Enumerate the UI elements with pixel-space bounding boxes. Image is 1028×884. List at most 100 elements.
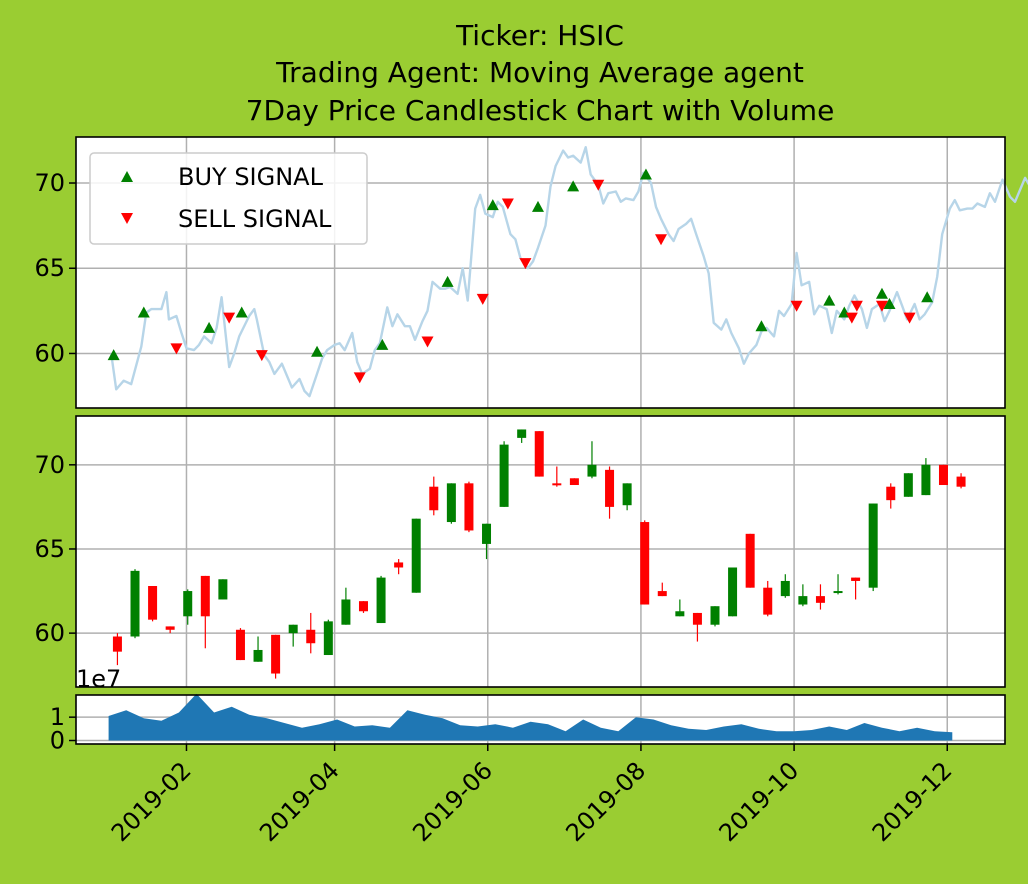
candle-body bbox=[499, 444, 509, 507]
candle bbox=[429, 476, 439, 516]
candle-body bbox=[376, 577, 386, 624]
candle-body bbox=[165, 626, 175, 630]
price-y-tick-label: 60 bbox=[34, 339, 65, 367]
candle-body bbox=[183, 591, 193, 617]
candle bbox=[218, 579, 228, 600]
candle-body bbox=[868, 503, 878, 588]
candle bbox=[323, 619, 333, 656]
candle-body bbox=[517, 429, 527, 438]
candle-body bbox=[253, 649, 263, 662]
candle-body bbox=[358, 601, 368, 612]
candle-body bbox=[956, 476, 966, 487]
candle bbox=[692, 612, 702, 642]
candle-y-tick-label: 65 bbox=[34, 535, 65, 563]
sell-signal-marker bbox=[655, 234, 668, 246]
candle-body bbox=[938, 464, 948, 486]
candle bbox=[446, 483, 456, 524]
candle bbox=[657, 582, 667, 597]
sell-signal-marker bbox=[850, 300, 863, 312]
candles bbox=[112, 429, 966, 679]
candle-body bbox=[218, 579, 228, 600]
candle bbox=[148, 586, 158, 622]
candle bbox=[517, 429, 527, 443]
sell-signal-marker bbox=[353, 372, 366, 384]
candle-body bbox=[728, 567, 738, 617]
sell-signal-marker bbox=[421, 336, 434, 348]
candle-body bbox=[605, 469, 615, 507]
sell-signal-marker bbox=[903, 312, 916, 324]
candle bbox=[868, 503, 878, 592]
buy-signal-marker bbox=[921, 291, 934, 303]
buy-signal-marker bbox=[137, 306, 150, 318]
candle-body bbox=[112, 636, 122, 652]
candle-body bbox=[745, 533, 755, 588]
candle-body bbox=[235, 629, 245, 661]
buy-signal-marker bbox=[531, 200, 544, 212]
title-line-2: Trading Agent: Moving Average agent bbox=[275, 56, 804, 89]
legend-buy-marker bbox=[121, 171, 133, 182]
price-y-tick-label: 70 bbox=[34, 169, 65, 197]
candle bbox=[587, 441, 597, 479]
candle bbox=[288, 624, 298, 647]
buy-signal-marker bbox=[203, 321, 216, 333]
buy-signal-marker bbox=[883, 298, 896, 310]
candle bbox=[763, 580, 773, 617]
candle bbox=[534, 431, 544, 477]
price-signals bbox=[107, 168, 934, 384]
sell-signal-marker bbox=[170, 343, 183, 355]
buy-signal-marker bbox=[311, 345, 324, 357]
candle bbox=[464, 481, 474, 533]
volume-y-tick-label: 1 bbox=[50, 703, 65, 731]
volume-offset-label: 1e7 bbox=[76, 665, 121, 693]
legend-sell-marker bbox=[121, 213, 133, 224]
price-y-axis: 60 65 70 bbox=[34, 169, 76, 367]
candle bbox=[394, 559, 404, 575]
candle-body bbox=[851, 577, 861, 581]
candle-body bbox=[833, 591, 843, 594]
candle bbox=[675, 599, 685, 617]
candle bbox=[780, 574, 790, 598]
candle-body bbox=[763, 587, 773, 615]
sell-signal-marker bbox=[592, 179, 605, 191]
candle-body bbox=[587, 464, 597, 477]
candle-body bbox=[534, 431, 544, 477]
price-grid bbox=[76, 137, 1005, 408]
candle-body bbox=[569, 478, 579, 486]
candle bbox=[851, 577, 861, 600]
candle bbox=[886, 483, 896, 509]
volume-panel: 01 1e7 bbox=[50, 665, 1006, 755]
buy-signal-marker bbox=[567, 180, 580, 192]
sell-signal-marker bbox=[501, 198, 514, 210]
candle bbox=[253, 636, 263, 662]
candle-body bbox=[552, 483, 562, 486]
candle-body bbox=[271, 634, 281, 674]
price-panel: 60 65 70 BUY SIGNAL SELL SIGNAL bbox=[34, 136, 1028, 409]
candle bbox=[271, 634, 281, 679]
candlestick-panel: 60 65 70 bbox=[34, 415, 1006, 688]
legend-sell-label: SELL SIGNAL bbox=[178, 205, 332, 233]
candle-body bbox=[675, 611, 685, 617]
candle-frame bbox=[75, 415, 1006, 688]
candle bbox=[235, 628, 245, 661]
candle bbox=[200, 575, 210, 649]
candle bbox=[938, 464, 948, 486]
title-line-3: 7Day Price Candlestick Chart with Volume bbox=[246, 94, 835, 127]
sell-signal-marker bbox=[875, 300, 888, 312]
volume-y-axis: 01 bbox=[50, 703, 76, 755]
sell-signal-marker bbox=[790, 300, 803, 312]
candle bbox=[482, 523, 492, 560]
candle-y-axis: 60 65 70 bbox=[34, 451, 76, 647]
candle bbox=[956, 473, 966, 489]
candle bbox=[903, 473, 913, 497]
candle bbox=[815, 584, 825, 610]
candle-body bbox=[148, 586, 158, 620]
legend-buy-label: BUY SIGNAL bbox=[178, 163, 324, 191]
sell-signal-marker bbox=[845, 312, 858, 324]
sell-signal-marker bbox=[476, 293, 489, 305]
candle-y-tick-label: 60 bbox=[34, 619, 65, 647]
candle bbox=[728, 567, 738, 617]
candle-body bbox=[341, 599, 351, 625]
candle-body bbox=[710, 606, 720, 625]
candle bbox=[411, 518, 421, 593]
candle-body bbox=[429, 486, 439, 511]
